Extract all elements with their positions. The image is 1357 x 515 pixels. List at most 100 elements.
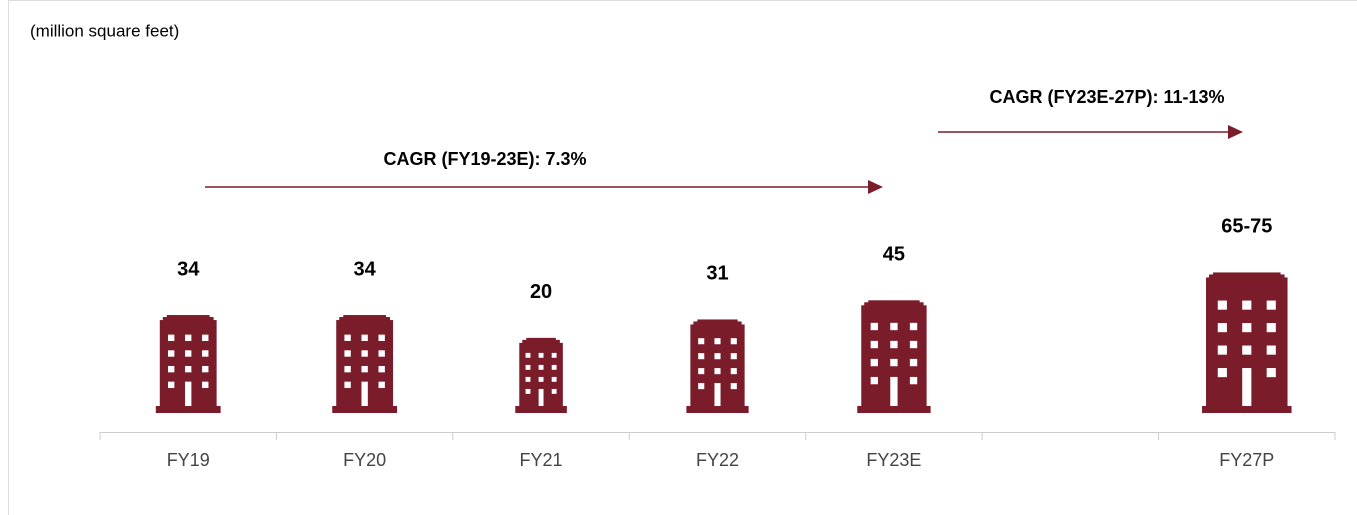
icon-part	[538, 376, 544, 382]
icon-part	[361, 350, 368, 357]
icon-part	[697, 319, 738, 324]
icon-part	[344, 334, 351, 341]
icon-part	[551, 352, 557, 358]
icon-part	[525, 388, 531, 394]
icon-part	[344, 381, 351, 389]
value-label: 31	[706, 263, 728, 285]
icon-part	[714, 368, 721, 375]
icon-part	[378, 365, 385, 373]
icon-part	[551, 376, 557, 382]
icon-part	[730, 383, 737, 390]
building-icon	[515, 337, 567, 413]
icon-part	[730, 338, 737, 345]
icon-part	[551, 364, 557, 370]
icon-part	[525, 364, 531, 370]
x-tick-label: FY23E	[866, 450, 921, 470]
icon-part	[1217, 300, 1227, 310]
icon-part	[714, 353, 721, 360]
arrow-head	[1228, 125, 1243, 139]
icon-part	[1209, 274, 1285, 280]
icon-part	[202, 350, 209, 357]
icon-part	[167, 365, 175, 373]
icon-part	[1217, 368, 1227, 378]
icon-part	[361, 381, 368, 406]
arrow-head	[868, 180, 883, 194]
icon-part	[361, 365, 368, 373]
icon-part	[525, 352, 531, 358]
icon-part	[538, 364, 544, 370]
icon-part	[1213, 272, 1281, 277]
icon-part	[698, 383, 705, 390]
building-icon	[155, 315, 221, 413]
icon-part	[890, 322, 898, 331]
icon-part	[378, 350, 385, 357]
icon-part	[344, 350, 351, 357]
icon-part	[538, 352, 544, 358]
icon-part	[857, 406, 931, 413]
value-label: 34	[354, 258, 377, 280]
icon-part	[343, 315, 387, 320]
icon-part	[166, 315, 210, 320]
value-label: 34	[177, 258, 200, 280]
icon-part	[525, 376, 531, 382]
icon-part	[185, 365, 192, 373]
icon-part	[909, 358, 918, 367]
icon-part	[185, 334, 192, 341]
x-tick-label: FY19	[167, 450, 210, 470]
icon-part	[868, 300, 920, 305]
annotation: CAGR (FY23E-27P): 11-13%	[989, 87, 1224, 107]
icon-part	[1242, 300, 1252, 310]
icon-part	[693, 321, 742, 327]
icon-part	[864, 302, 924, 308]
icon-part	[202, 381, 209, 389]
icon-part	[1242, 368, 1252, 406]
icon-part	[185, 350, 192, 357]
icon-part	[870, 340, 878, 349]
building-icon	[332, 315, 398, 413]
icon-part	[870, 322, 878, 331]
icon-part	[1202, 406, 1292, 413]
icon-part	[1266, 323, 1276, 333]
icon-part	[890, 358, 898, 367]
icon-part	[162, 317, 214, 323]
icon-part	[526, 337, 556, 342]
building-icon	[686, 319, 749, 413]
icon-part	[378, 334, 385, 341]
value-label: 65-75	[1221, 216, 1272, 238]
icon-part	[202, 365, 209, 373]
icon-part	[1266, 300, 1276, 310]
value-label: 20	[530, 281, 552, 303]
icon-part	[538, 388, 544, 406]
value-label: 45	[883, 244, 905, 266]
icon-part	[167, 334, 175, 341]
icon-part	[1217, 323, 1227, 333]
icon-part	[890, 376, 898, 406]
icon-part	[515, 406, 567, 413]
icon-part	[551, 388, 557, 394]
building-icon	[1202, 272, 1292, 413]
icon-part	[909, 340, 918, 349]
icon-part	[361, 334, 368, 341]
icon-part	[378, 381, 385, 389]
x-tick-label: FY22	[696, 450, 739, 470]
icon-part	[1266, 368, 1276, 378]
icon-part	[698, 353, 705, 360]
icon-part	[890, 340, 898, 349]
icon-part	[909, 322, 918, 331]
icon-part	[1266, 345, 1276, 355]
icon-part	[332, 406, 398, 413]
icon-part	[870, 358, 878, 367]
icon-part	[522, 339, 560, 345]
x-tick-label: FY20	[343, 450, 386, 470]
icon-part	[714, 383, 721, 406]
icon-part	[1217, 345, 1227, 355]
subtitle: (million square feet)	[30, 21, 179, 40]
icon-part	[870, 376, 878, 385]
icon-part	[698, 338, 705, 345]
icon-part	[730, 368, 737, 375]
icon-part	[155, 406, 221, 413]
icon-part	[344, 365, 351, 373]
icon-part	[698, 368, 705, 375]
building-icon	[857, 300, 931, 413]
